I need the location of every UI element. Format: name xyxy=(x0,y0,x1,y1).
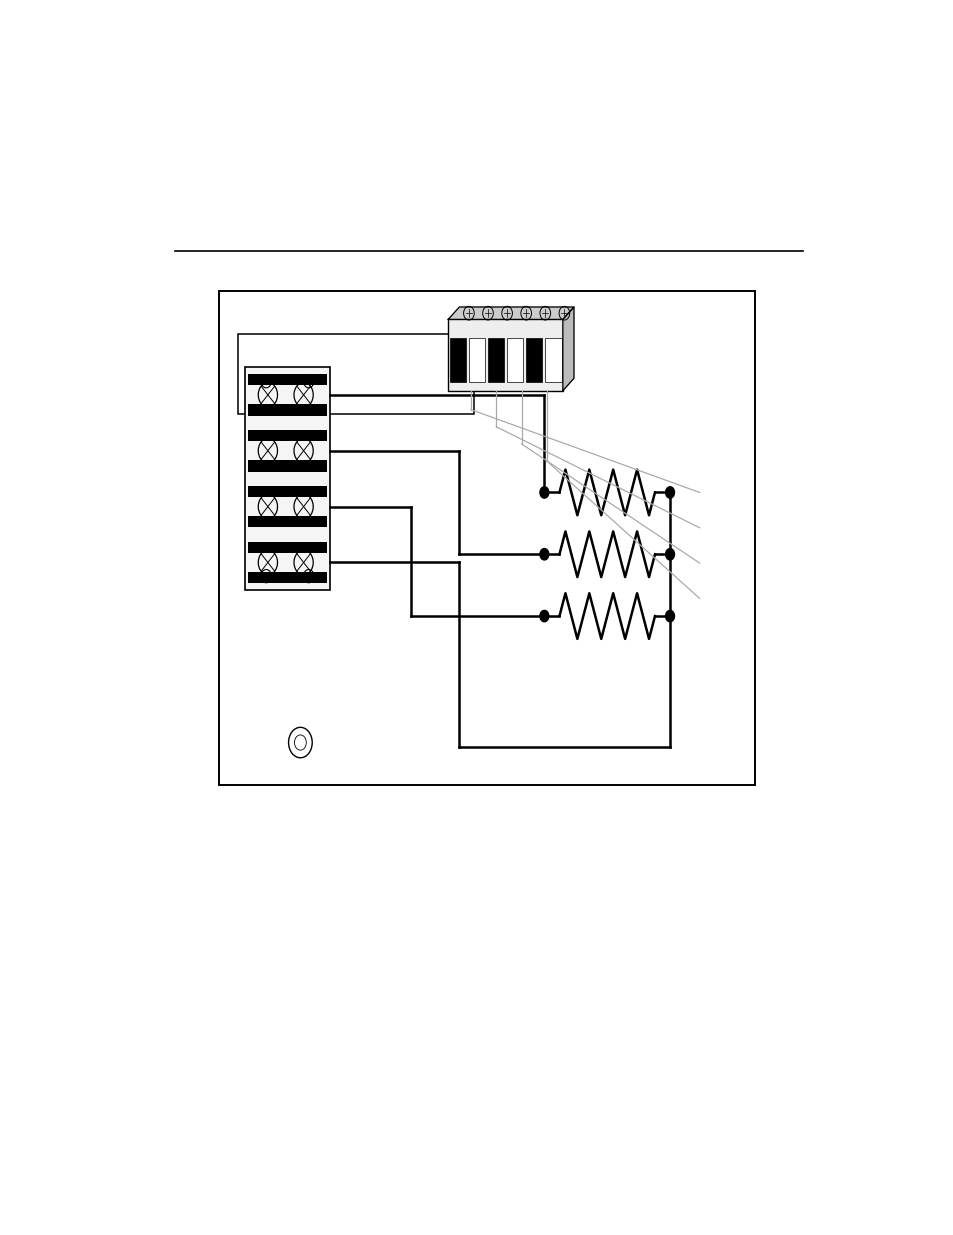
Bar xyxy=(468,338,485,382)
Bar xyxy=(248,404,326,416)
Bar xyxy=(248,461,326,472)
Bar xyxy=(525,338,542,382)
Bar xyxy=(248,516,326,527)
Bar xyxy=(248,430,326,441)
Circle shape xyxy=(539,548,548,559)
Bar xyxy=(449,338,465,382)
Circle shape xyxy=(665,610,674,621)
Bar xyxy=(544,338,561,382)
Bar xyxy=(248,542,326,553)
Bar xyxy=(248,572,326,583)
Polygon shape xyxy=(562,308,574,390)
Circle shape xyxy=(665,548,674,559)
Circle shape xyxy=(539,610,548,621)
Circle shape xyxy=(539,487,548,498)
Bar xyxy=(248,485,326,498)
Bar xyxy=(487,338,504,382)
Bar xyxy=(448,320,562,390)
Bar xyxy=(219,291,755,785)
Bar xyxy=(237,333,474,415)
Bar xyxy=(245,367,330,590)
Bar xyxy=(248,374,326,385)
Circle shape xyxy=(665,487,674,498)
Bar xyxy=(506,338,523,382)
Polygon shape xyxy=(448,308,574,320)
